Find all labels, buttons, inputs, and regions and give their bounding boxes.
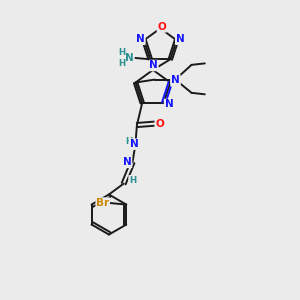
Text: N: N bbox=[123, 158, 132, 167]
Text: O: O bbox=[158, 22, 166, 32]
Text: N: N bbox=[176, 34, 184, 44]
Text: N: N bbox=[171, 75, 180, 85]
Text: O: O bbox=[155, 118, 164, 128]
Text: H: H bbox=[118, 48, 125, 57]
Text: N: N bbox=[171, 76, 180, 86]
Text: H: H bbox=[129, 176, 136, 184]
Text: N: N bbox=[136, 34, 145, 44]
Text: N: N bbox=[149, 61, 158, 70]
Text: N: N bbox=[165, 99, 173, 110]
Text: N: N bbox=[125, 53, 134, 63]
Text: H: H bbox=[118, 58, 125, 68]
Text: N: N bbox=[130, 139, 138, 149]
Text: H: H bbox=[125, 137, 132, 146]
Text: Br: Br bbox=[96, 198, 109, 208]
